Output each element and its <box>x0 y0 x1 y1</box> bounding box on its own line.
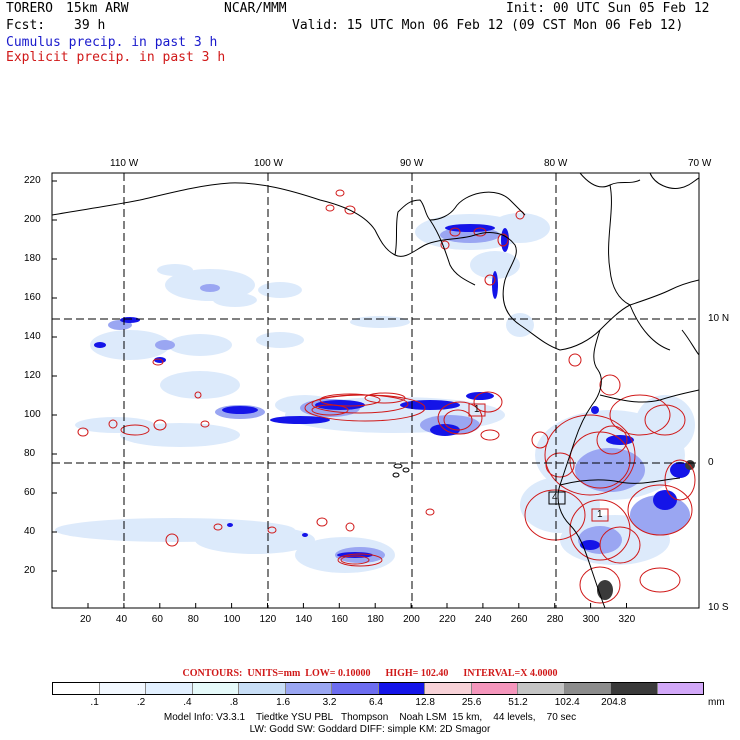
legend-label: .2 <box>136 697 146 708</box>
forecast-label: Fcst: <box>6 18 46 33</box>
legend-swatch <box>53 683 99 694</box>
legend-label: 6.4 <box>369 697 383 708</box>
y-tick-label: 60 <box>24 487 36 498</box>
model-info-line1: Model Info: V3.3.1 Tiedtke YSU PBL Thomp… <box>163 712 577 723</box>
legend-swatch <box>238 683 285 694</box>
field-cumulus-precip: Cumulus precip. in past 3 h <box>6 35 218 50</box>
model-info-line2: LW: Godd SW: Goddard DIFF: simple KM: 2D… <box>249 724 491 735</box>
x-tick-label: 160 <box>331 614 348 625</box>
color-legend <box>52 682 704 695</box>
x-tick-label: 60 <box>151 614 163 625</box>
y-tick-label: 100 <box>24 409 41 420</box>
y-tick-label: 40 <box>24 526 36 537</box>
y-tick-label: 160 <box>24 292 41 303</box>
legend-label: 25.6 <box>461 697 482 708</box>
y-tick-label: 140 <box>24 331 41 342</box>
box-label-a: 1 <box>474 404 480 415</box>
x-tick-label: 140 <box>295 614 313 625</box>
lon-label-90w: 90 W <box>400 158 424 169</box>
x-tick-label: 40 <box>115 614 128 625</box>
lat-label-10s: 10 S <box>708 602 729 613</box>
field-explicit-precip: Explicit precip. in past 3 h <box>6 50 226 65</box>
legend-swatch <box>563 683 610 694</box>
x-tick-label: 240 <box>474 614 492 625</box>
x-tick-label: 320 <box>618 614 636 625</box>
legend-swatch <box>284 683 331 694</box>
lon-label-110w: 110 W <box>110 158 139 169</box>
valid-time: Valid: 15 UTC Mon 06 Feb 12 (09 CST Mon … <box>292 18 684 33</box>
x-tick-label: 260 <box>510 614 528 625</box>
x-tick-label: 100 <box>223 614 241 625</box>
precip-fields <box>52 173 699 608</box>
legend-swatch <box>610 683 657 694</box>
lat-label-10n: 10 N <box>708 313 730 324</box>
model-name: TORERO <box>6 1 53 16</box>
legend-label: .4 <box>183 697 192 708</box>
legend-swatch <box>98 683 145 694</box>
lat-label-0: 0 <box>708 457 714 468</box>
y-tick-label: 120 <box>24 370 41 381</box>
legend-label: 1.6 <box>276 697 291 708</box>
x-tick-label: 280 <box>546 614 564 625</box>
y-tick-label: 80 <box>24 448 36 459</box>
station-boxes <box>468 403 609 522</box>
box-label-c: 1 <box>597 509 603 520</box>
y-tick-label: 200 <box>24 214 41 225</box>
box-label-b: 4 <box>552 492 558 503</box>
legend-swatch <box>331 683 378 694</box>
lon-label-100w: 100 W <box>254 158 283 169</box>
legend-swatch <box>517 683 564 694</box>
legend-swatch <box>470 683 517 694</box>
y-tick-label: 180 <box>24 253 41 264</box>
legend-swatch <box>191 683 238 694</box>
model-resolution: 15km ARW <box>66 1 129 16</box>
x-tick-label: 220 <box>439 614 456 625</box>
legend-label: .8 <box>229 697 239 708</box>
legend-swatch <box>424 683 471 694</box>
init-time: Init: 00 UTC Sun 05 Feb 12 <box>506 1 710 16</box>
x-tick-label: 180 <box>367 614 384 625</box>
legend-swatch <box>377 683 424 694</box>
x-tick-label: 20 <box>80 614 92 625</box>
legend-label: 102.4 <box>554 697 580 708</box>
lon-label-80w: 80 W <box>544 158 568 169</box>
legend-label: 12.8 <box>415 697 435 708</box>
legend-label: 3.2 <box>322 697 337 708</box>
y-tick-label: 20 <box>24 565 36 576</box>
x-tick-label: 120 <box>259 614 277 625</box>
legend-label: 204.8 <box>601 697 627 708</box>
legend-unit: mm <box>708 697 725 708</box>
organization: NCAR/MMM <box>224 1 287 16</box>
legend-swatch <box>656 683 703 694</box>
y-tick-label: 220 <box>24 175 41 186</box>
legend-label: .1 <box>90 697 99 708</box>
contours-info: CONTOURS: UNITS=mm LOW= 0.10000 HIGH= 10… <box>182 668 558 679</box>
x-tick-label: 200 <box>403 614 420 625</box>
legend-swatch <box>145 683 192 694</box>
legend-label: 51.2 <box>508 697 528 708</box>
x-tick-label: 80 <box>187 614 199 625</box>
x-tick-label: 300 <box>582 614 600 625</box>
lon-label-70w: 70 W <box>688 158 712 169</box>
forecast-hour: 39 h <box>74 18 106 33</box>
